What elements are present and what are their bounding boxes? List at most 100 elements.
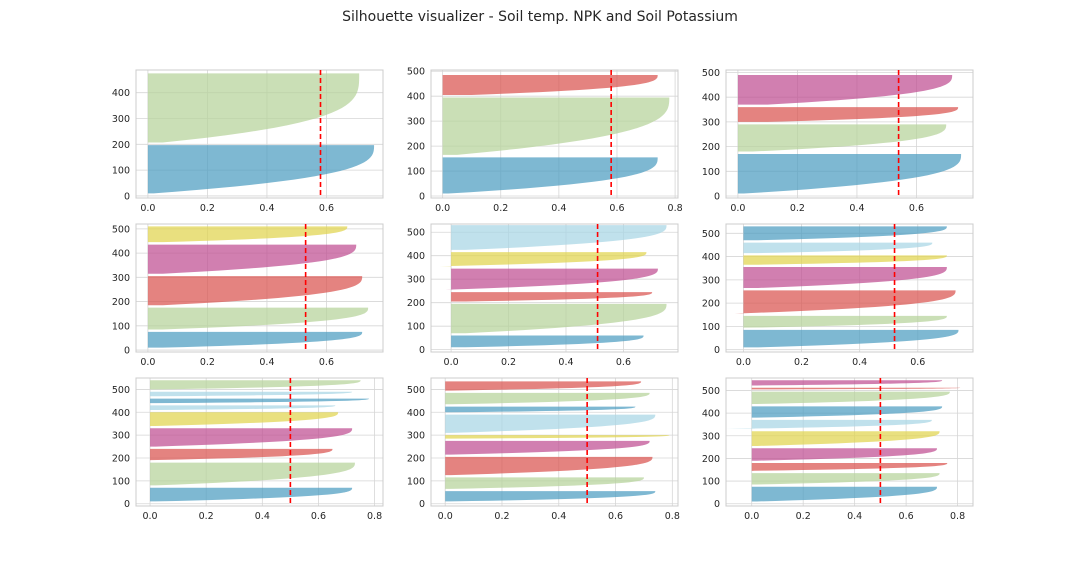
y-tick-label: 100: [407, 322, 425, 333]
cluster-silhouette-6: [451, 225, 667, 250]
x-tick-label: 0.4: [551, 203, 566, 214]
plot-frame: [725, 69, 974, 199]
y-tick-label: 200: [112, 297, 130, 308]
cluster-silhouette-8: [445, 392, 650, 405]
y-tick-label: 100: [407, 167, 425, 178]
plot-frame: [430, 69, 679, 199]
x-tick-label: 0.4: [259, 203, 274, 214]
cluster-silhouette-9: [751, 387, 961, 390]
cluster-silhouette-4: [150, 428, 353, 447]
x-tick-label: 0.0: [744, 511, 759, 522]
y-tick-label: 500: [112, 385, 130, 396]
x-tick-label: 0.4: [849, 203, 864, 214]
cluster-silhouette-2: [445, 477, 644, 489]
cluster-silhouette-3: [147, 276, 363, 306]
cluster-silhouette-3: [451, 292, 653, 302]
x-tick-label: 0.0: [140, 357, 155, 368]
cluster-silhouette-5: [150, 412, 339, 426]
y-tick-label: 100: [112, 321, 130, 332]
x-tick-label: 0.4: [551, 511, 566, 522]
cluster-silhouette-1: [751, 486, 937, 502]
y-tick-label: 300: [702, 275, 720, 286]
cluster-silhouette-1: [150, 487, 353, 502]
cluster-silhouette-5: [751, 431, 940, 446]
figure-title: Silhouette visualizer - Soil temp. NPK a…: [342, 9, 738, 25]
cluster-silhouette-6: [150, 405, 336, 410]
y-tick-label: 200: [702, 454, 720, 465]
x-tick-label: 0.2: [501, 357, 516, 368]
plot-frame: [430, 223, 679, 353]
y-tick-label: 400: [112, 88, 130, 99]
y-tick-label: 0: [714, 192, 720, 203]
y-tick-label: 200: [407, 142, 425, 153]
y-tick-label: 200: [112, 140, 130, 151]
y-tick-label: 500: [407, 385, 425, 396]
x-tick-label: 0.0: [140, 203, 155, 214]
y-tick-label: 100: [407, 476, 425, 487]
x-tick-label: 0.0: [435, 203, 450, 214]
cluster-silhouette-1: [737, 154, 962, 194]
y-tick-label: 0: [124, 191, 130, 202]
x-tick-label: 0.6: [899, 511, 914, 522]
cluster-silhouette-5: [445, 435, 670, 439]
y-tick-label: 400: [702, 409, 720, 420]
x-tick-label: 0.6: [311, 511, 326, 522]
y-tick-label: 0: [419, 345, 425, 356]
y-tick-label: 100: [702, 477, 720, 488]
y-tick-label: 200: [407, 298, 425, 309]
y-tick-label: 300: [112, 273, 130, 284]
cluster-silhouette-6: [743, 242, 933, 254]
plot-frame: [725, 223, 974, 353]
cluster-silhouette-4: [751, 448, 937, 461]
x-tick-label: 0.6: [319, 203, 334, 214]
y-tick-label: 300: [702, 431, 720, 442]
cluster-silhouette-10: [751, 380, 943, 386]
y-tick-label: 400: [407, 408, 425, 419]
y-tick-label: 400: [112, 249, 130, 260]
cluster-silhouette-1: [147, 331, 363, 348]
y-tick-label: 300: [407, 275, 425, 286]
x-tick-label: 0.0: [438, 511, 453, 522]
y-tick-label: 200: [702, 299, 720, 310]
x-tick-label: 0.6: [910, 357, 925, 368]
cluster-silhouette-7: [743, 226, 947, 241]
cluster-silhouette-7: [751, 406, 943, 418]
y-tick-label: 300: [702, 117, 720, 128]
silhouette-panel-7: 0.0 0.2 0.4 0.6 0.8 0 100 200 300 400 500: [112, 377, 384, 522]
cluster-silhouette-1: [442, 157, 658, 194]
plot-frame: [135, 377, 384, 507]
x-tick-label: 0.8: [367, 511, 382, 522]
x-tick-label: 0.2: [790, 203, 805, 214]
x-tick-label: 0.4: [255, 511, 270, 522]
cluster-silhouette-2: [751, 473, 940, 485]
x-tick-label: 0.2: [794, 357, 809, 368]
x-tick-label: 0.2: [796, 511, 811, 522]
x-tick-label: 0.2: [199, 511, 214, 522]
cluster-silhouette-4: [743, 267, 947, 288]
cluster-silhouette-2: [451, 303, 667, 334]
cluster-silhouette-2: [743, 315, 947, 328]
cluster-silhouette-7: [150, 398, 369, 404]
x-tick-label: 0.0: [736, 357, 751, 368]
y-tick-label: 100: [702, 322, 720, 333]
y-tick-label: 300: [407, 431, 425, 442]
cluster-silhouette-7: [445, 406, 636, 413]
cluster-silhouette-9: [445, 381, 642, 391]
x-tick-label: 0.8: [665, 511, 680, 522]
y-tick-label: 500: [112, 224, 130, 235]
silhouette-panel-5: 0.0 0.2 0.4 0.6 0 100 200 300 400 500: [407, 223, 679, 368]
cluster-silhouette-4: [445, 440, 650, 455]
y-tick-label: 100: [702, 167, 720, 178]
x-tick-label: 0.6: [909, 203, 924, 214]
x-tick-label: 0.6: [608, 511, 623, 522]
y-tick-label: 100: [112, 166, 130, 177]
cluster-silhouette-8: [751, 391, 950, 405]
silhouette-panel-4: 0.0 0.2 0.4 0.6 0 100 200 300 400 500: [112, 223, 384, 368]
cluster-silhouette-5: [439, 252, 647, 267]
cluster-silhouette-3: [744, 462, 948, 471]
cluster-silhouette-3: [144, 448, 333, 461]
cluster-silhouette-1: [445, 491, 656, 502]
y-tick-label: 500: [407, 228, 425, 239]
cluster-silhouette-3: [442, 74, 658, 95]
